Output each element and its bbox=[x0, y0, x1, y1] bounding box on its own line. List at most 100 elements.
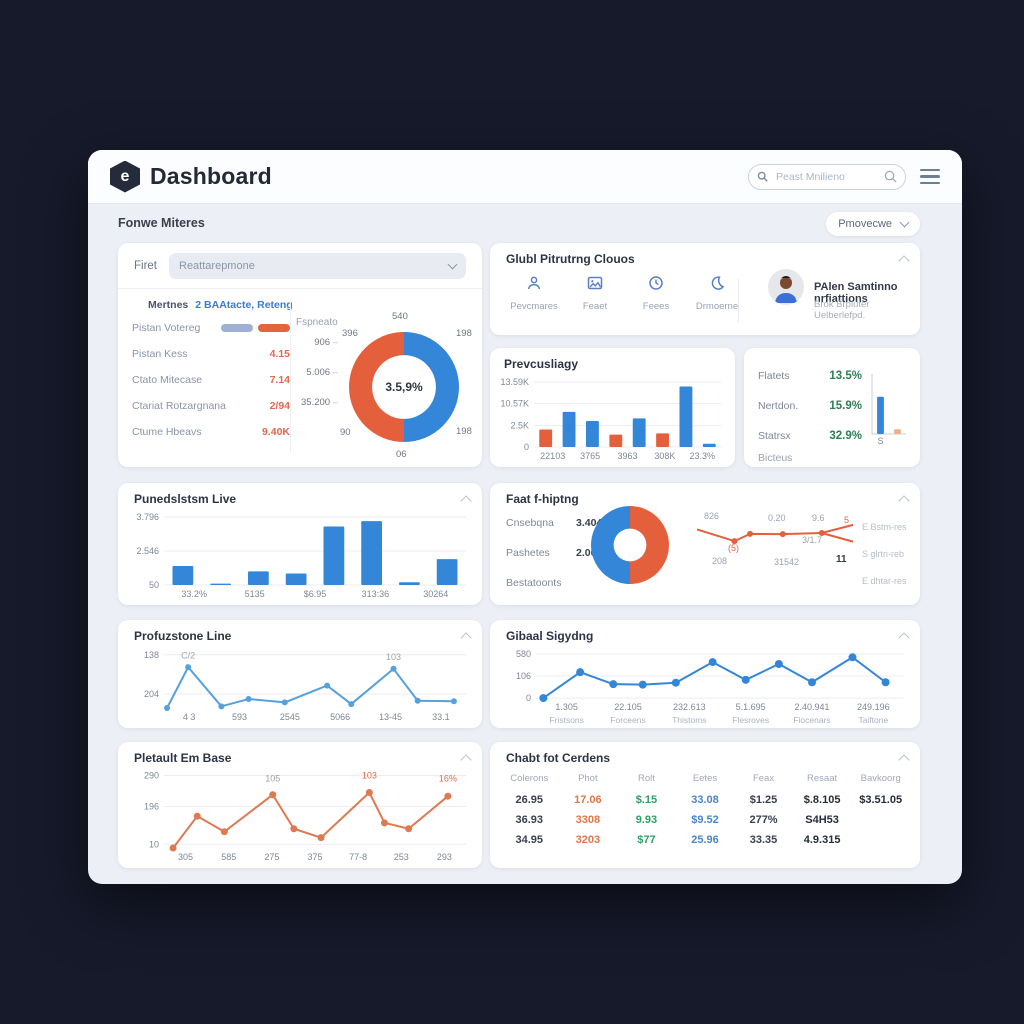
quick-stat-time[interactable]: Feees bbox=[628, 275, 684, 312]
svg-text:30264: 30264 bbox=[423, 589, 448, 599]
app-title: Dashboard bbox=[150, 163, 272, 189]
table-cell: 3308 bbox=[575, 814, 601, 826]
percent-value: 13.5% bbox=[829, 370, 862, 382]
svg-text:138: 138 bbox=[144, 650, 159, 660]
card-title: Profuzstone Line bbox=[134, 629, 232, 643]
collapse-icon[interactable] bbox=[898, 495, 910, 507]
table-cell: $1.25 bbox=[749, 794, 778, 806]
quick-stat-media[interactable]: Feaet bbox=[567, 275, 623, 312]
table-cell: $77 bbox=[637, 834, 656, 846]
search-input[interactable] bbox=[774, 169, 878, 184]
period-dropdown-value: Pmovecwe bbox=[838, 218, 892, 230]
search-submit-icon[interactable] bbox=[884, 170, 897, 183]
stat-value: 7.14 bbox=[269, 374, 290, 386]
spark-label: 11 bbox=[836, 554, 847, 565]
line-chart: 290 196 10 105 103 16% 305 585 275 375 77-8 253 293 bbox=[126, 766, 474, 864]
legend-item: E Bstm-res bbox=[862, 522, 907, 532]
stats-header-label: Mertnes bbox=[148, 299, 189, 311]
svg-text:253: 253 bbox=[394, 852, 409, 862]
svg-text:2.40.941: 2.40.941 bbox=[794, 702, 829, 712]
spark-label: 0.20 bbox=[768, 513, 786, 523]
prof-line-chart-card: Profuzstone Line 138 204 C/2 103 4 3 593 2545 5… bbox=[118, 620, 482, 728]
svg-text:204: 204 bbox=[144, 689, 159, 699]
table-cell: 33.08 bbox=[691, 794, 719, 806]
menu-icon[interactable] bbox=[920, 168, 940, 185]
collapse-icon[interactable] bbox=[898, 255, 910, 267]
data-table-card: Chabt fot Cerdens Colerons Phot Rolt Eet… bbox=[490, 742, 920, 868]
svg-text:308K: 308K bbox=[654, 451, 675, 461]
app-logo-icon: e bbox=[110, 160, 140, 193]
moon-icon bbox=[711, 276, 725, 290]
collapse-icon[interactable] bbox=[460, 754, 472, 766]
ring-label: 396 bbox=[342, 328, 358, 339]
table-row: 36.93 3308 9.93 $9.52 277% S4H53 bbox=[500, 810, 910, 830]
bar-chart: 13.59K 10.57K 2.5K 0 22103 3765 3963 308K 23.3% bbox=[496, 374, 729, 463]
svg-text:2.5K: 2.5K bbox=[510, 420, 529, 430]
stat-label: Pistan Kess bbox=[132, 348, 188, 360]
filter-select[interactable]: Reattarepmone bbox=[169, 252, 466, 279]
period-dropdown[interactable]: Pmovecwe bbox=[826, 212, 920, 236]
image-icon bbox=[587, 276, 603, 290]
chevron-down-icon bbox=[447, 259, 458, 269]
svg-text:290: 290 bbox=[144, 770, 159, 780]
quick-stat-users[interactable]: Pevcmares bbox=[506, 275, 562, 312]
card-title: Glubl Pitrutrng Clouos bbox=[506, 252, 635, 266]
ring-label: 198 bbox=[456, 426, 472, 437]
page-section-label: Fonwe Miteres bbox=[118, 216, 205, 230]
table-cell: 34.95 bbox=[515, 834, 544, 846]
table-header-row: Colerons Phot Rolt Eetes Feax Resaat Bav… bbox=[500, 770, 910, 790]
svg-text:Flesroves: Flesroves bbox=[732, 715, 769, 725]
percent-value: 32.9% bbox=[829, 430, 862, 442]
collapse-icon[interactable] bbox=[898, 632, 910, 644]
svg-text:106: 106 bbox=[516, 671, 531, 681]
svg-text:10: 10 bbox=[149, 839, 159, 849]
table-cell: 26.95 bbox=[515, 794, 544, 806]
percent-row: Bicteus bbox=[758, 452, 862, 464]
table-cell: 9.93 bbox=[635, 814, 658, 826]
card-title: Prevcusliagy bbox=[504, 357, 579, 371]
faat-label: Bestatoonts bbox=[506, 577, 562, 589]
svg-text:293: 293 bbox=[437, 852, 452, 862]
gib-line-chart-card: Gibaal Sigydng 580 106 0 1.305 22.105 232.613… bbox=[490, 620, 920, 728]
collapse-icon[interactable] bbox=[460, 495, 472, 507]
donut-chart-zone: Fspneato 906 5.006 35.200 3.5,9% 540 396… bbox=[294, 295, 476, 467]
filter-row: Firet Reattarepmone bbox=[118, 243, 482, 289]
stat-label: Ctariat Rotzargnana bbox=[132, 400, 226, 412]
svg-text:3963: 3963 bbox=[617, 451, 637, 461]
svg-text:Taiftone: Taiftone bbox=[858, 715, 888, 725]
table-cell bbox=[851, 830, 910, 850]
stat-value: 4.15 bbox=[269, 348, 290, 360]
stats-header: Mertnes 2 BAAtacte, Reteng bbox=[132, 299, 293, 311]
percent-row: Statrsx 32.9% bbox=[758, 430, 862, 442]
svg-text:232.613: 232.613 bbox=[673, 702, 706, 712]
bar-chart: 3.796 2.546 50 33.2% 5135 $6.95 313:36 30264 bbox=[126, 509, 474, 601]
svg-text:1.305: 1.305 bbox=[555, 702, 578, 712]
card-title: Chabt fot Cerdens bbox=[506, 751, 611, 765]
percent-card: Flatets 13.5% Nertdon. 15.9% Statrsx 32.… bbox=[744, 348, 920, 467]
spark-label: 826 bbox=[704, 511, 720, 521]
percent-row: Flatets 13.5% bbox=[758, 370, 862, 382]
donut-axis-label: 35.200 bbox=[294, 397, 338, 408]
svg-text:249.196: 249.196 bbox=[857, 702, 890, 712]
svg-text:33.1: 33.1 bbox=[432, 712, 450, 722]
svg-text:Thistoms: Thistoms bbox=[672, 715, 706, 725]
svg-text:Fristsons: Fristsons bbox=[549, 715, 583, 725]
spark-label: 208 bbox=[712, 556, 728, 566]
stat-row: Pistan Kess 4.15 bbox=[132, 348, 290, 360]
search-box[interactable] bbox=[748, 163, 906, 190]
svg-text:580: 580 bbox=[516, 649, 531, 659]
stats-header-link[interactable]: 2 BAAtacte, Reteng bbox=[195, 299, 293, 311]
svg-text:23.3%: 23.3% bbox=[690, 451, 716, 461]
svg-text:375: 375 bbox=[307, 852, 322, 862]
ring-label: 540 bbox=[392, 311, 408, 322]
svg-text:593: 593 bbox=[232, 712, 247, 722]
quick-stat-night[interactable]: Drmoerne bbox=[689, 275, 745, 312]
collapse-icon[interactable] bbox=[460, 632, 472, 644]
line-chart: 138 204 C/2 103 4 3 593 2545 5066 13-45 33.1 bbox=[126, 644, 474, 724]
column-header: Rolt bbox=[637, 773, 655, 784]
ring-label: 198 bbox=[456, 328, 472, 339]
svg-text:33.2%: 33.2% bbox=[181, 589, 207, 599]
svg-text:0: 0 bbox=[524, 442, 529, 452]
collapse-icon[interactable] bbox=[898, 754, 910, 766]
card-title: Punedslstsm Live bbox=[134, 492, 237, 506]
